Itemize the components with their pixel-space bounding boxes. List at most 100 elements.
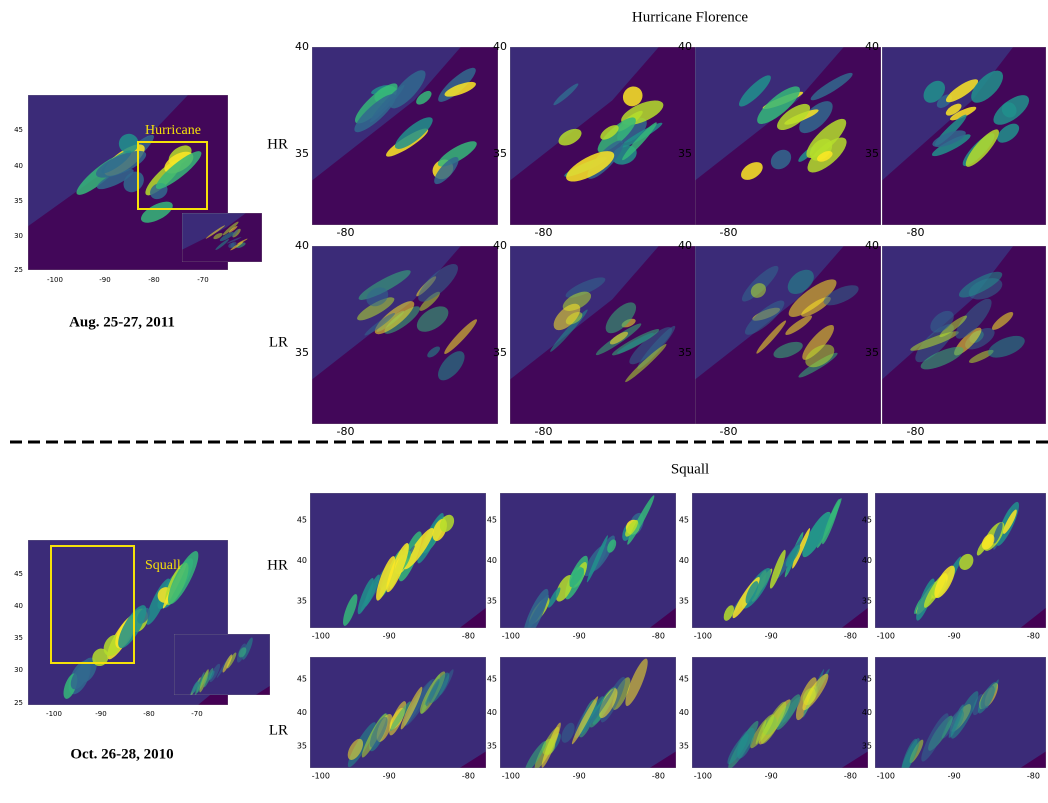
x-tick-label: -80 bbox=[534, 226, 552, 239]
y-tick-label: 40 bbox=[862, 708, 872, 717]
x-tick-label: -90 bbox=[573, 772, 586, 781]
y-tick-label: 35 bbox=[865, 147, 879, 160]
figure: Hurricane Florence Hurricane 45 40 35 30 25 -10… bbox=[0, 0, 1048, 803]
y-tick-label: 35 bbox=[865, 346, 879, 359]
y-tick-label: 45 bbox=[487, 516, 497, 525]
x-tick-label: -90 bbox=[383, 772, 396, 781]
x-tick-label: -80 bbox=[844, 772, 857, 781]
y-tick-label: 35 bbox=[14, 197, 23, 205]
x-tick-label: -90 bbox=[383, 632, 396, 641]
image-panel bbox=[174, 634, 270, 698]
y-tick-label: 40 bbox=[678, 239, 692, 252]
image-panel bbox=[882, 246, 1046, 424]
x-tick-label: -100 bbox=[312, 772, 330, 781]
y-tick-label: 45 bbox=[862, 516, 872, 525]
section-title: Hurricane Florence bbox=[632, 9, 749, 25]
x-tick-label: -80 bbox=[336, 226, 354, 239]
x-tick-label: -90 bbox=[765, 772, 778, 781]
x-tick-label: -90 bbox=[948, 632, 961, 641]
panel-bg bbox=[500, 493, 676, 628]
x-tick-label: -90 bbox=[948, 772, 961, 781]
y-tick-label: 40 bbox=[493, 239, 507, 252]
y-tick-label: 35 bbox=[679, 597, 689, 606]
y-tick-label: 40 bbox=[679, 708, 689, 717]
image-panel bbox=[510, 47, 696, 225]
x-tick-label: -100 bbox=[877, 772, 895, 781]
y-tick-label: 45 bbox=[487, 675, 497, 684]
image-panel bbox=[500, 493, 676, 642]
x-tick-label: -90 bbox=[765, 632, 778, 641]
x-tick-label: -80 bbox=[462, 632, 475, 641]
y-tick-label: 40 bbox=[679, 556, 689, 565]
x-tick-label: -80 bbox=[906, 226, 924, 239]
y-tick-label: 25 bbox=[14, 266, 23, 274]
y-tick-label: 45 bbox=[14, 126, 23, 134]
y-tick-label: 35 bbox=[678, 147, 692, 160]
x-tick-label: -80 bbox=[719, 226, 737, 239]
y-tick-label: 45 bbox=[297, 675, 307, 684]
x-tick-label: -80 bbox=[143, 710, 154, 718]
x-tick-label: -80 bbox=[1027, 772, 1040, 781]
image-panel bbox=[312, 246, 498, 424]
y-tick-label: 35 bbox=[493, 346, 507, 359]
y-tick-label: 40 bbox=[487, 708, 497, 717]
y-tick-label: 35 bbox=[487, 741, 497, 750]
x-tick-label: -70 bbox=[197, 276, 208, 284]
y-tick-label: 35 bbox=[297, 597, 307, 606]
image-panel bbox=[310, 493, 486, 628]
x-tick-label: -80 bbox=[719, 425, 737, 438]
y-tick-label: 35 bbox=[487, 597, 497, 606]
image-panel bbox=[310, 657, 486, 770]
y-tick-label: 35 bbox=[295, 346, 309, 359]
image-panel bbox=[695, 246, 881, 424]
y-tick-label: 35 bbox=[297, 741, 307, 750]
x-tick-label: -100 bbox=[694, 772, 712, 781]
x-tick-label: -80 bbox=[906, 425, 924, 438]
y-tick-label: 40 bbox=[14, 162, 23, 170]
x-tick-label: -100 bbox=[502, 772, 520, 781]
image-panel bbox=[692, 493, 868, 628]
image-panel bbox=[182, 213, 262, 262]
y-tick-label: 40 bbox=[865, 239, 879, 252]
section-title: Squall bbox=[671, 461, 709, 477]
y-tick-label: 40 bbox=[487, 556, 497, 565]
row-label: LR bbox=[269, 722, 288, 738]
x-tick-label: -80 bbox=[534, 425, 552, 438]
x-tick-label: -100 bbox=[312, 632, 330, 641]
row-label: HR bbox=[267, 136, 288, 152]
x-tick-label: -80 bbox=[652, 632, 665, 641]
y-tick-label: 40 bbox=[678, 40, 692, 53]
panel-bg bbox=[174, 634, 270, 695]
image-panel bbox=[312, 47, 498, 225]
y-tick-label: 40 bbox=[295, 239, 309, 252]
y-tick-label: 45 bbox=[14, 570, 23, 578]
image-panel bbox=[875, 493, 1046, 628]
x-tick-label: -100 bbox=[877, 632, 895, 641]
y-tick-label: 45 bbox=[679, 516, 689, 525]
y-tick-label: 25 bbox=[14, 699, 23, 707]
date-caption: Aug. 25-27, 2011 bbox=[69, 314, 175, 330]
x-tick-label: -90 bbox=[573, 632, 586, 641]
y-tick-label: 45 bbox=[862, 675, 872, 684]
x-tick-label: -80 bbox=[336, 425, 354, 438]
y-tick-label: 40 bbox=[297, 556, 307, 565]
x-tick-label: -80 bbox=[652, 772, 665, 781]
y-tick-label: 35 bbox=[295, 147, 309, 160]
y-tick-label: 40 bbox=[297, 708, 307, 717]
y-tick-label: 30 bbox=[14, 666, 23, 674]
y-tick-label: 35 bbox=[493, 147, 507, 160]
x-tick-label: -90 bbox=[99, 276, 110, 284]
y-tick-label: 45 bbox=[679, 675, 689, 684]
overview-label: Hurricane bbox=[145, 123, 201, 138]
y-tick-label: 40 bbox=[295, 40, 309, 53]
x-tick-label: -100 bbox=[502, 632, 520, 641]
row-label: HR bbox=[267, 557, 288, 573]
x-tick-label: -90 bbox=[95, 710, 106, 718]
x-tick-label: -100 bbox=[47, 276, 63, 284]
image-panel bbox=[510, 246, 696, 424]
x-tick-label: -80 bbox=[148, 276, 159, 284]
y-tick-label: 40 bbox=[865, 40, 879, 53]
y-tick-label: 40 bbox=[14, 602, 23, 610]
image-panel bbox=[500, 657, 676, 775]
date-caption: Oct. 26-28, 2010 bbox=[70, 746, 173, 762]
